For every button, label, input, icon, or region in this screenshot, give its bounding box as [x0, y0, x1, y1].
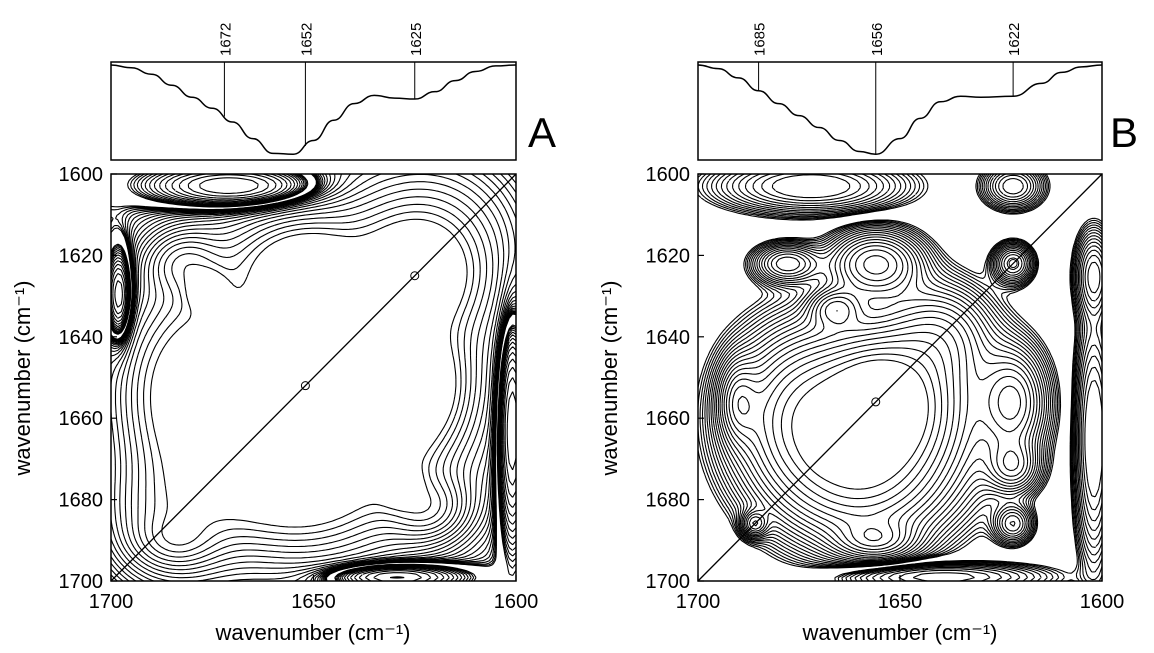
axes-b: 1700 1650 1600 1600 1620 1640 1660 1680 1700: [646, 164, 1125, 613]
peak-label: 1685: [752, 23, 769, 56]
contour-positive: [143, 211, 475, 553]
top-spectrum-frame-b: [697, 61, 1103, 161]
peak-label: 1625: [408, 23, 425, 56]
y-tick-label: 1680: [646, 490, 691, 512]
x-axis-label-b: wavenumber (cm⁻¹): [802, 620, 998, 645]
contour-positive: [110, 173, 516, 582]
contour-positive: [737, 340, 949, 542]
peak-label: 1622: [1006, 23, 1023, 56]
panel-a: A 1672 1652 1625 1700 1650 16001600162016401…: [10, 23, 556, 645]
contour-negative: [726, 173, 1103, 582]
panel-label-a: A: [528, 109, 556, 156]
contour-positive: [130, 196, 488, 563]
contour-positive: [114, 173, 505, 575]
diagonal-line-a: [110, 173, 517, 582]
contour-negative: [110, 173, 517, 582]
contour-negative: [771, 174, 1103, 498]
diagonal-peak: [410, 271, 420, 281]
y-tick-label: 1600: [59, 164, 104, 186]
contour-positive: [717, 236, 1041, 560]
y-tick-label: 1620: [646, 245, 691, 267]
y-tick-label: 1620: [59, 245, 104, 267]
y-tick-label: 1680: [59, 490, 104, 512]
contour-positive: [772, 347, 943, 508]
axes-a: 1700 1650 1600 1600 1620 1640 1660 1680 1700: [59, 164, 539, 613]
y-tick-label: 1640: [646, 327, 691, 349]
top-spectrum-a: [110, 64, 517, 155]
x-tick-label: 1600: [1080, 591, 1125, 613]
contour-positive: [110, 173, 517, 582]
contour-positive: [791, 359, 929, 490]
contour-positive: [701, 222, 1057, 567]
x-tick-label: 1650: [291, 591, 336, 613]
contour-negative: [720, 173, 1103, 582]
contour-positive: [110, 173, 510, 579]
contour-positive: [110, 173, 517, 582]
y-axis-label-a: wavenumber (cm⁻¹): [10, 281, 35, 477]
contour-negative: [706, 173, 1103, 582]
contour-plot-b: [697, 173, 1103, 582]
panel-b: B 1685 1656 1622 1700 1650 16001600162016401…: [597, 23, 1138, 645]
diagonal-peak: [1008, 259, 1018, 269]
contour-positive: [721, 241, 1035, 557]
diagonal-peak: [300, 381, 310, 391]
contour-negative: [732, 173, 1103, 582]
contour-negative: [114, 174, 517, 582]
contour-positive: [712, 229, 1048, 564]
peak-label: 1656: [869, 23, 886, 56]
contour-positive: [723, 245, 1032, 555]
contour-positive: [725, 249, 1027, 553]
y-tick-label: 1700: [646, 571, 691, 593]
peak-markers-b: 1685 1656 1622: [752, 23, 1023, 155]
contour-negative: [110, 173, 517, 582]
diagonal-line-b: [697, 173, 1103, 582]
contour-positive: [120, 181, 500, 571]
spectrum-line: [110, 64, 517, 155]
y-tick-label: 1640: [59, 327, 104, 349]
contour-positive: [780, 353, 936, 500]
contour-positive: [704, 223, 1055, 567]
contour-negative: [110, 173, 517, 582]
x-tick-label: 1700: [89, 591, 134, 613]
peak-markers-a: 1672 1652 1625: [217, 23, 425, 146]
contour-positive: [706, 225, 1054, 566]
contour-positive: [719, 239, 1038, 559]
y-tick-label: 1660: [59, 408, 104, 430]
x-axis-label-a: wavenumber (cm⁻¹): [215, 620, 411, 645]
y-tick-label: 1660: [646, 408, 691, 430]
contour-positive: [708, 226, 1052, 565]
contour-negative: [112, 173, 517, 582]
y-axis-label-b: wavenumber (cm⁻¹): [597, 281, 622, 477]
y-tick-label: 1600: [646, 164, 691, 186]
top-spectrum-frame-a: [110, 61, 517, 161]
spectrum-line: [697, 64, 1103, 155]
x-tick-label: 1650: [878, 591, 923, 613]
diagonal-peak: [871, 397, 881, 407]
peak-label: 1672: [217, 23, 234, 56]
contour-positive: [699, 221, 1059, 568]
y-tick-label: 1700: [59, 571, 104, 593]
x-tick-label: 1600: [494, 591, 539, 613]
contour-negative: [761, 173, 1103, 582]
contour-positive: [731, 331, 955, 547]
contour-positive: [136, 203, 481, 558]
contour-positive: [125, 188, 494, 567]
x-tick-label: 1700: [676, 591, 721, 613]
contour-negative: [110, 173, 517, 582]
contour-negative: [715, 173, 1103, 582]
panel-label-b: B: [1110, 109, 1138, 156]
contour-positive: [149, 218, 468, 546]
top-spectrum-b: [697, 64, 1103, 155]
peak-label: 1652: [298, 23, 315, 56]
contour-positive: [710, 228, 1050, 564]
contour-negative: [711, 173, 1103, 582]
contour-positive: [714, 231, 1045, 563]
contour-negative: [744, 173, 1103, 582]
contour-negative: [738, 173, 1103, 582]
